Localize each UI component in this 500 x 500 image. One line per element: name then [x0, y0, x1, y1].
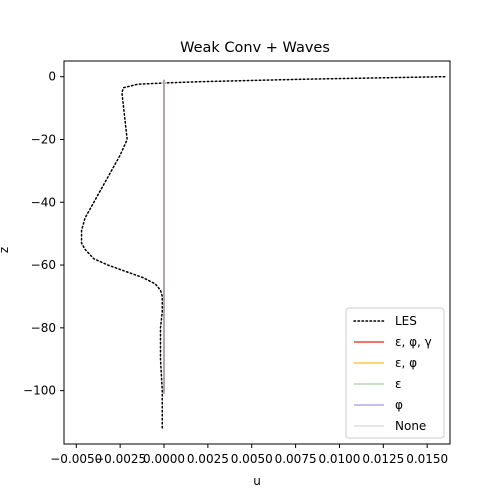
legend-label: ε [395, 377, 402, 391]
x-tick-label: 0.0075 [275, 452, 317, 466]
legend-label: LES [395, 314, 417, 328]
legend-label: φ [395, 398, 403, 412]
x-tick-label: 0.0000 [143, 452, 185, 466]
x-tick-label: 0.0150 [406, 452, 448, 466]
legend-label: None [395, 419, 426, 433]
y-tick-label: −80 [31, 321, 56, 335]
chart-title: Weak Conv + Waves [180, 40, 330, 56]
series-line-les [80, 75, 446, 430]
y-tick-label: −20 [31, 132, 56, 146]
x-tick-label: −0.0025 [94, 452, 146, 466]
legend-label: ε, φ [395, 356, 417, 370]
plot-frame [63, 60, 451, 445]
y-tick-label: −100 [23, 384, 56, 398]
x-tick-label: −0.0050 [50, 452, 102, 466]
x-tick-label: 0.0050 [231, 452, 273, 466]
plot-layer [80, 75, 446, 430]
legend: LES ε, φ, γ ε, φ εφ None [345, 307, 445, 439]
x-axis-label: u [253, 474, 261, 488]
y-tick-label: −60 [31, 258, 56, 272]
x-tick-label: 0.0100 [318, 452, 360, 466]
y-tick-label: −40 [31, 195, 56, 209]
y-tick-label: 0 [48, 70, 56, 84]
y-axis-label: z [0, 247, 11, 253]
x-tick-label: 0.0025 [187, 452, 229, 466]
legend-label: ε, φ, γ [395, 335, 432, 349]
x-tick-label: 0.0125 [362, 452, 404, 466]
